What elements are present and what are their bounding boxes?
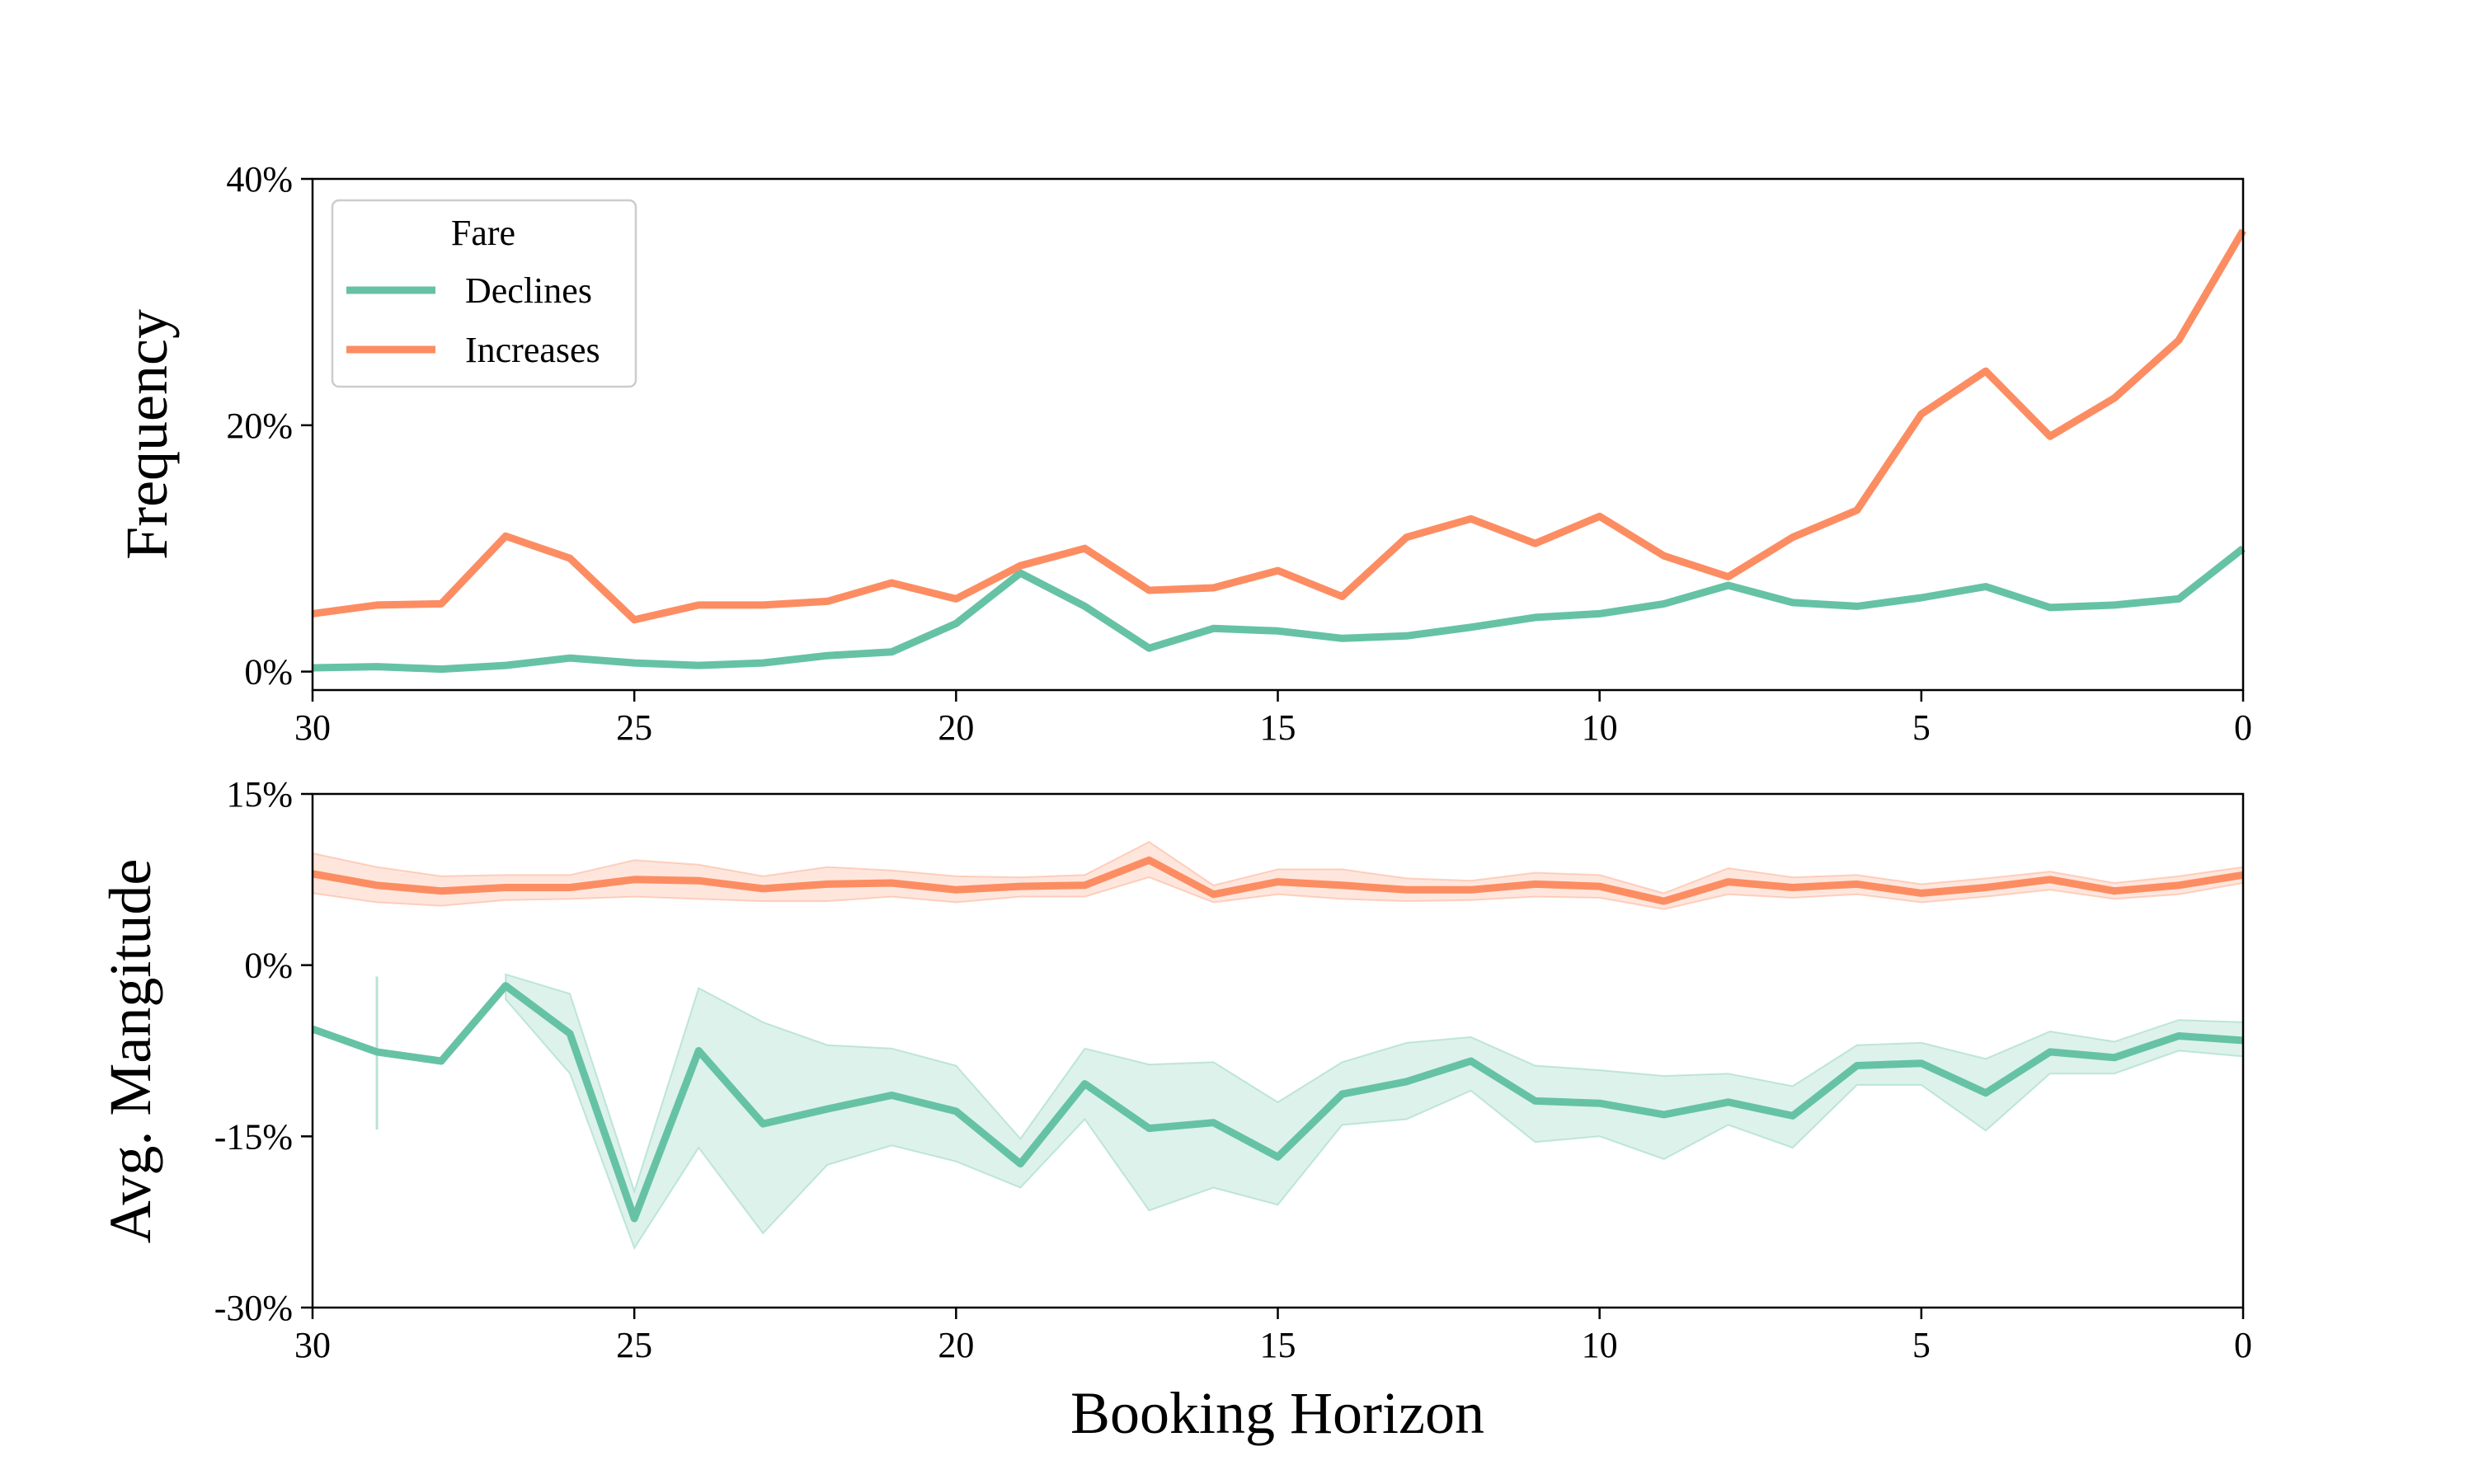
x-axis-label: Booking Horizon [1070, 1380, 1484, 1446]
top-x-tick-label: 10 [1582, 707, 1618, 748]
frequency-y-axis-label: Frequency [114, 309, 180, 560]
bottom-y-tick-label: -15% [214, 1116, 293, 1157]
magnitude-y-axis-label: Avg. Mangitude [97, 859, 163, 1244]
frequency-panel: 0% 20% 40% 30 25 20 15 10 5 0 Frequency Fare Dec… [114, 159, 2252, 748]
magnitude-lines [311, 856, 2244, 1223]
bottom-y-tick-label: 0% [244, 946, 293, 986]
frequency-x-ticks: 30 25 20 15 10 5 0 [294, 690, 2252, 748]
legend-label-increases: Increases [465, 330, 600, 370]
bottom-x-tick-label: 25 [616, 1325, 652, 1365]
bottom-y-tick-label: 15% [226, 774, 293, 815]
bottom-x-tick-label: 30 [294, 1325, 331, 1365]
top-x-tick-label: 20 [938, 707, 974, 748]
frequency-y-ticks: 0% 20% 40% [226, 159, 313, 693]
top-x-tick-label: 25 [616, 707, 652, 748]
bottom-x-tick-label: 15 [1260, 1325, 1296, 1365]
top-x-tick-label: 5 [1912, 707, 1931, 748]
bottom-x-tick-label: 10 [1582, 1325, 1618, 1365]
top-series-line-increases [312, 228, 2246, 624]
legend-title: Fare [451, 213, 515, 253]
top-y-tick-label: 0% [244, 652, 293, 693]
bottom-x-tick-label: 20 [938, 1325, 974, 1365]
top-y-tick-label: 40% [226, 159, 293, 200]
bottom-y-tick-label: -30% [214, 1288, 293, 1328]
bottom-series-line-increases [312, 856, 2244, 905]
top-y-tick-label: 20% [226, 406, 293, 446]
top-x-tick-label: 0 [2234, 707, 2252, 748]
magnitude-y-ticks: 15% 0% -15% -30% [214, 774, 313, 1328]
bottom-series-line-declines [311, 982, 2244, 1223]
top-x-tick-label: 15 [1260, 707, 1296, 748]
top-series-line-declines [312, 545, 2246, 674]
legend-frame [331, 199, 637, 388]
legend: Fare Declines Increases [331, 199, 637, 388]
top-x-tick-label: 30 [294, 707, 331, 748]
frequency-lines [312, 228, 2246, 674]
magnitude-x-ticks: 30 25 20 15 10 5 0 [294, 1308, 2252, 1365]
magnitude-panel: 15% 0% -15% -30% 30 25 20 15 10 5 0 Avg. Mangitud… [97, 774, 2252, 1446]
bottom-x-tick-label: 5 [1912, 1325, 1931, 1365]
legend-label-declines: Declines [465, 270, 592, 311]
bottom-x-tick-label: 0 [2234, 1325, 2252, 1365]
